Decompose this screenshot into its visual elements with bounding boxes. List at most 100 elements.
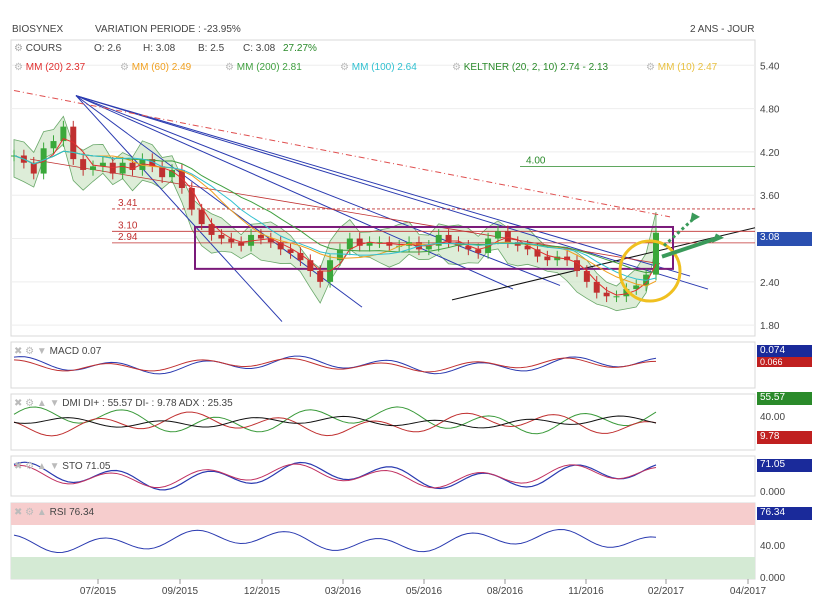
- gear-icon[interactable]: ⚙: [25, 398, 35, 409]
- period-selector[interactable]: 2 ANS - JOUR: [690, 24, 755, 35]
- candle-body: [90, 166, 97, 170]
- candle-body: [653, 232, 659, 275]
- ma-legend-item[interactable]: ⚙ MM (20) 2.37: [14, 62, 85, 73]
- close-icon[interactable]: ✖: [14, 461, 23, 472]
- fan-line: [75, 95, 691, 277]
- sto-badge: 71.05: [757, 459, 812, 472]
- rsi-line: [13, 528, 657, 554]
- candle-body: [238, 242, 245, 246]
- dmi-plus-badge: 55.57: [757, 392, 812, 405]
- candle-body: [425, 245, 432, 250]
- up-arrow-icon[interactable]: ▲: [36, 507, 47, 518]
- fan-line: [75, 95, 363, 308]
- candle-body: [356, 238, 363, 246]
- candle-body: [99, 162, 106, 167]
- candle-body: [623, 289, 630, 297]
- dmi-tick-40: 40.00: [760, 412, 786, 423]
- annotations: [618, 212, 724, 303]
- price-tick-label: 4.20: [760, 148, 780, 159]
- close-icon[interactable]: ✖: [14, 398, 23, 409]
- highlight-circle: [618, 239, 682, 303]
- gear-icon[interactable]: ⚙: [25, 507, 35, 518]
- x-tick-label: 12/2015: [244, 586, 281, 597]
- x-tick-label: 02/2017: [648, 586, 685, 597]
- ma-legend-label: MM (20) 2.37: [25, 62, 86, 73]
- symbol-name: BIOSYNEX: [12, 24, 64, 35]
- close-value: C: 3.08: [243, 43, 276, 54]
- gear-icon[interactable]: ⚙: [340, 62, 352, 73]
- close-icon[interactable]: ✖: [14, 507, 23, 518]
- ma-legend-item[interactable]: ⚙ MM (10) 2.47: [646, 62, 717, 73]
- macd-panel: [10, 341, 756, 389]
- change-value: 27.27%: [283, 43, 317, 54]
- ma-legend-item[interactable]: ⚙ MM (200) 2.81: [225, 62, 302, 73]
- candle-body: [198, 209, 205, 225]
- candle-body: [218, 234, 225, 239]
- up-arrow-icon[interactable]: ▲: [36, 398, 47, 409]
- moving-average-line: [13, 150, 657, 281]
- down-arrow-icon[interactable]: ▼: [36, 346, 47, 357]
- down-arrow-icon[interactable]: ▼: [49, 398, 60, 409]
- high-value: H: 3.08: [143, 43, 176, 54]
- x-tick-label: 05/2016: [406, 586, 443, 597]
- level-lines: 4.00 3.41 3.102.94: [112, 155, 755, 244]
- candle-body: [475, 249, 482, 253]
- dotted-arrow-head: [690, 212, 700, 223]
- candle-body: [485, 238, 492, 253]
- gear-icon[interactable]: ⚙: [25, 461, 35, 472]
- price-tick-label: 3.60: [760, 191, 780, 202]
- macd-signal-badge: 0.066: [757, 357, 812, 367]
- up-arrow-icon[interactable]: ▲: [36, 461, 47, 472]
- dmi-minus-line: [13, 411, 657, 437]
- candle-body: [119, 162, 126, 174]
- price-axis: 5.404.804.203.603.002.401.80: [760, 61, 780, 332]
- candle-body: [109, 162, 116, 174]
- gear-icon[interactable]: ⚙: [25, 346, 35, 357]
- candle-body: [188, 188, 195, 210]
- rsi-tick-40: 40.00: [760, 541, 786, 552]
- level-label: 2.94: [118, 232, 138, 243]
- x-tick-label: 09/2015: [162, 586, 199, 597]
- last-price-badge: 3.08: [757, 232, 812, 246]
- moving-averages: [13, 138, 657, 296]
- x-axis: 07/2015 09/2015 12/2015 03/2016 05/2016 08/20…: [80, 579, 767, 597]
- candle-body: [336, 249, 343, 261]
- cours-legend[interactable]: ⚙ COURS: [14, 43, 62, 54]
- gear-icon[interactable]: ⚙: [646, 62, 658, 73]
- ma-legend-item[interactable]: ⚙ KELTNER (20, 2, 10) 2.74 - 2.13: [452, 62, 608, 73]
- gear-icon[interactable]: ⚙: [14, 43, 23, 54]
- candle-body: [613, 296, 620, 298]
- gear-icon[interactable]: ⚙: [452, 62, 464, 73]
- moving-average-line: [13, 138, 657, 296]
- candle-body: [544, 256, 551, 261]
- price-tick-label: 4.80: [760, 105, 780, 116]
- candle-body: [60, 126, 67, 142]
- candle-body: [435, 234, 442, 246]
- low-value: B: 2.5: [198, 43, 225, 54]
- open-value: O: 2.6: [94, 43, 122, 54]
- gear-icon[interactable]: ⚙: [225, 62, 237, 73]
- candle-body: [534, 249, 541, 257]
- candle-body: [465, 245, 472, 250]
- ma-legend-item[interactable]: ⚙ MM (100) 2.64: [340, 62, 417, 73]
- rsi-panel: [10, 502, 756, 580]
- gear-icon[interactable]: ⚙: [14, 62, 26, 73]
- macd-line: [13, 355, 657, 375]
- sto-label: STO: [62, 461, 83, 472]
- arrow-head: [712, 233, 724, 243]
- ma-legend-item[interactable]: ⚙ MM (60) 2.49: [120, 62, 191, 73]
- close-icon[interactable]: ✖: [14, 346, 23, 357]
- fan-line: [75, 95, 709, 290]
- candle-body: [593, 281, 600, 293]
- rsi-tick-0: 0.000: [760, 573, 786, 584]
- candle-body: [248, 234, 255, 246]
- gear-icon[interactable]: ⚙: [120, 62, 132, 73]
- candle-body: [139, 159, 146, 170]
- candle-body: [50, 141, 57, 149]
- macd-value: 0.07: [81, 346, 102, 357]
- level-label: 3.10: [118, 220, 138, 231]
- down-arrow-icon[interactable]: ▼: [49, 461, 60, 472]
- macd-signal-line: [13, 357, 657, 373]
- candle-body: [386, 242, 393, 246]
